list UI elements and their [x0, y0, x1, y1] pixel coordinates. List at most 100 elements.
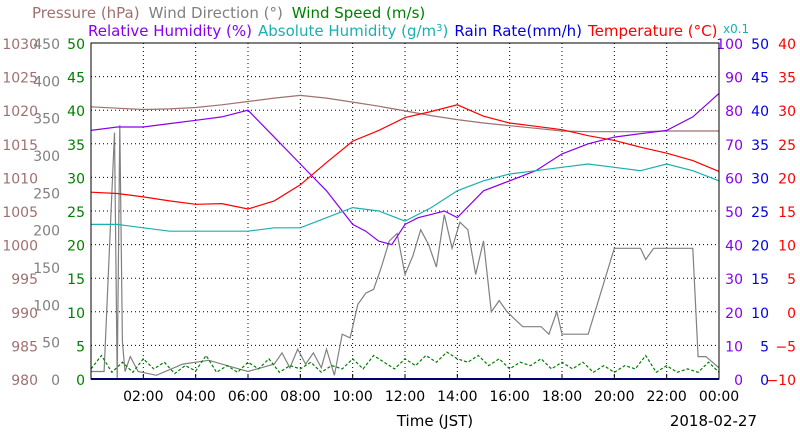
- x-tick-label: 08:00: [280, 389, 320, 405]
- tick-relative_humidity: 20: [725, 306, 743, 322]
- tick-pressure: 990: [11, 306, 38, 322]
- tick-rain_rate: 5: [760, 339, 769, 355]
- tick-wind_direction: 400: [33, 74, 60, 90]
- tick-wind_direction: 200: [33, 224, 60, 240]
- tick-wind_speed: 20: [67, 239, 85, 255]
- tick-pressure: 995: [11, 272, 38, 288]
- tick-wind_direction: 450: [33, 37, 60, 53]
- series-line: [90, 351, 720, 375]
- tick-rain_rate: 15: [751, 272, 769, 288]
- x-tick-label: 00:00: [699, 389, 739, 405]
- tick-wind_speed: 45: [67, 71, 85, 87]
- x-tick-label: 10:00: [332, 389, 372, 405]
- right-axes: 1009080706050403020100504540353025201510…: [716, 37, 796, 389]
- x-tick-label: 20:00: [594, 389, 634, 405]
- tick-relative_humidity: 10: [725, 339, 743, 355]
- x-tick-label: 22:00: [646, 389, 686, 405]
- legend-item: Relative Humidity (%): [88, 22, 252, 40]
- tick-pressure: 1015: [2, 138, 38, 154]
- tick-temperature: 15: [778, 205, 796, 221]
- tick-wind_direction: 150: [33, 261, 60, 277]
- tick-relative_humidity: 90: [725, 71, 743, 87]
- tick-pressure: 1030: [2, 37, 38, 53]
- tick-pressure: 1000: [2, 239, 38, 255]
- tick-pressure: 1005: [2, 205, 38, 221]
- series-line: [91, 125, 720, 380]
- tick-rain_rate: 25: [751, 205, 769, 221]
- x-tick-label: 16:00: [489, 389, 529, 405]
- tick-wind_direction: 300: [33, 149, 60, 165]
- tick-relative_humidity: 100: [716, 37, 743, 53]
- tick-rain_rate: 45: [751, 71, 769, 87]
- tick-wind_speed: 0: [76, 373, 85, 389]
- legend-item: Pressure (hPa): [32, 4, 140, 22]
- tick-wind_direction: 50: [42, 336, 60, 352]
- tick-pressure: 980: [11, 373, 38, 389]
- x-tick-label: 04:00: [175, 389, 215, 405]
- tick-relative_humidity: 70: [725, 138, 743, 154]
- tick-wind_speed: 10: [67, 306, 85, 322]
- legend-item: Wind Direction (°): [149, 4, 283, 22]
- x-tick-label: 06:00: [228, 389, 268, 405]
- tick-wind_speed: 30: [67, 171, 85, 187]
- x-tick-label: 18:00: [542, 389, 582, 405]
- legend: Pressure (hPa) Wind Direction (°) Wind Spe…: [32, 4, 749, 40]
- tick-temperature: 10: [778, 239, 796, 255]
- tick-pressure: 1020: [2, 104, 38, 120]
- series-lines: [90, 92, 720, 380]
- tick-temperature: −10: [766, 373, 796, 389]
- tick-wind_direction: 350: [33, 112, 60, 128]
- tick-rain_rate: 40: [751, 104, 769, 120]
- x-tick-label: 14:00: [437, 389, 477, 405]
- grid: [91, 43, 719, 379]
- legend-item: Rain Rate(mm/h): [454, 22, 582, 40]
- tick-wind_speed: 50: [67, 37, 85, 53]
- date-label: 2018-02-27: [670, 412, 757, 430]
- tick-wind_direction: 0: [51, 373, 60, 389]
- tick-relative_humidity: 80: [725, 104, 743, 120]
- series-line: [90, 92, 720, 246]
- series-line: [90, 94, 719, 133]
- tick-temperature: −5: [775, 339, 796, 355]
- legend-item: Temperature (°C): [587, 22, 717, 40]
- tick-rain_rate: 20: [751, 239, 769, 255]
- tick-temperature: 0: [787, 306, 796, 322]
- tick-relative_humidity: 60: [725, 171, 743, 187]
- x-tick-label: 12:00: [385, 389, 425, 405]
- tick-relative_humidity: 40: [725, 239, 743, 255]
- legend-x01: x0.1: [723, 22, 749, 36]
- tick-temperature: 5: [787, 272, 796, 288]
- tick-temperature: 30: [778, 104, 796, 120]
- tick-pressure: 1025: [2, 71, 38, 87]
- x-axis: 02:00 04:00 06:00 08:00 10:00 12:00 14:00 16:00…: [123, 374, 739, 405]
- tick-relative_humidity: 0: [734, 373, 743, 389]
- legend-item: Wind Speed (m/s): [292, 4, 425, 22]
- tick-wind_speed: 35: [67, 138, 85, 154]
- tick-wind_speed: 25: [67, 205, 85, 221]
- x-tick-label: 02:00: [123, 389, 163, 405]
- tick-temperature: 25: [778, 138, 796, 154]
- tick-wind_direction: 100: [33, 298, 60, 314]
- tick-pressure: 1010: [2, 171, 38, 187]
- legend-item: Absolute Humidity (g/m3): [258, 22, 448, 40]
- tick-rain_rate: 0: [760, 373, 769, 389]
- series-line: [91, 163, 720, 232]
- tick-rain_rate: 10: [751, 306, 769, 322]
- tick-wind_speed: 40: [67, 104, 85, 120]
- tick-temperature: 40: [778, 37, 796, 53]
- tick-rain_rate: 50: [751, 37, 769, 53]
- x-axis-label: Time (JST): [396, 412, 473, 430]
- tick-relative_humidity: 30: [725, 272, 743, 288]
- tick-rain_rate: 30: [751, 171, 769, 187]
- tick-temperature: 20: [778, 171, 796, 187]
- tick-temperature: 35: [778, 71, 796, 87]
- tick-wind_direction: 250: [33, 186, 60, 202]
- tick-pressure: 985: [11, 339, 38, 355]
- tick-rain_rate: 35: [751, 138, 769, 154]
- tick-wind_speed: 15: [67, 272, 85, 288]
- tick-relative_humidity: 50: [725, 205, 743, 221]
- tick-wind_speed: 5: [76, 339, 85, 355]
- left-axes: 1030102510201015101010051000995990985980…: [2, 37, 85, 389]
- series-line: [90, 104, 720, 210]
